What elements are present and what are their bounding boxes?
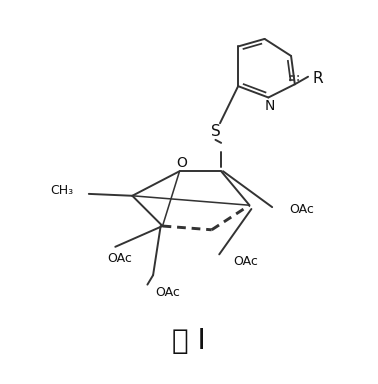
- Text: OAc: OAc: [156, 286, 181, 299]
- Text: CH₃: CH₃: [51, 184, 74, 197]
- Text: N: N: [265, 99, 276, 113]
- Text: S: S: [211, 124, 220, 139]
- Text: OAc: OAc: [289, 202, 314, 215]
- Text: 式 I: 式 I: [172, 327, 206, 355]
- Text: O: O: [176, 156, 187, 170]
- Text: OAc: OAc: [108, 252, 133, 265]
- Text: R: R: [312, 71, 323, 86]
- Text: OAc: OAc: [234, 255, 259, 268]
